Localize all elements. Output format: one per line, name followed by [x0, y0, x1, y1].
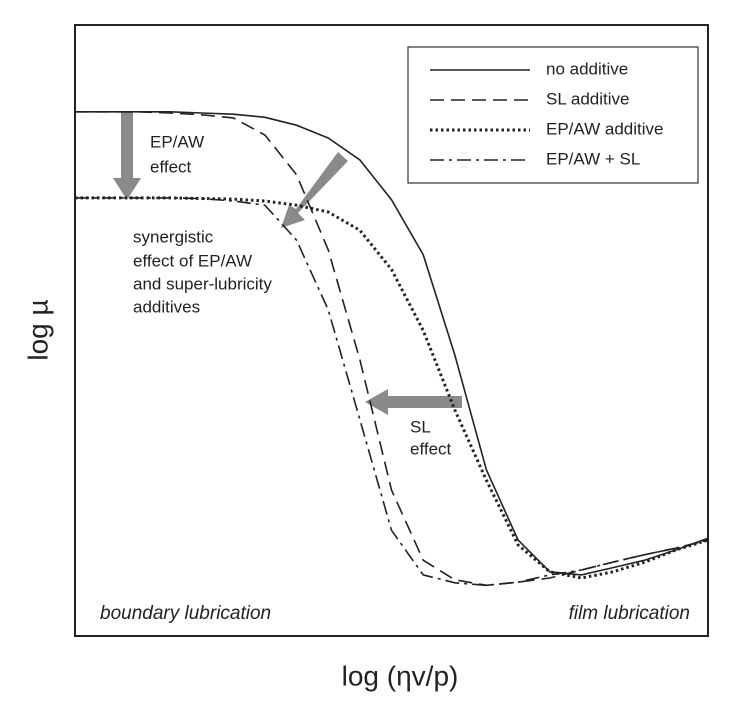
annotations: EP/AW effect synergistic effect of EP/AW… [100, 132, 690, 624]
legend-label: EP/AW additive [546, 119, 663, 138]
plot-frame [74, 24, 709, 637]
legend-label: SL additive [546, 89, 629, 108]
annotation: synergistic [133, 227, 214, 246]
annotation: effect [410, 439, 452, 458]
series-line [75, 196, 709, 580]
arrows [113, 112, 462, 415]
series-line [75, 197, 709, 587]
annotation: SL [410, 417, 431, 436]
x-axis-label: log (ηv/p) [342, 660, 459, 691]
annotation: effect [150, 157, 192, 176]
annotation: film lubrication [569, 603, 690, 624]
y-axis-label: log µ [22, 299, 53, 360]
annotation: and super-lubricity [133, 274, 272, 293]
legend-label: EP/AW + SL [546, 149, 640, 168]
arrow [365, 389, 462, 415]
legend-label: no additive [546, 59, 628, 78]
annotation: additives [133, 297, 200, 316]
annotation: effect of EP/AW [133, 251, 252, 270]
series-line [75, 111, 709, 587]
annotation: boundary lubrication [100, 603, 271, 624]
series-line [75, 111, 709, 576]
arrow [281, 152, 348, 228]
annotation: EP/AW [150, 132, 204, 151]
arrow [113, 112, 141, 200]
